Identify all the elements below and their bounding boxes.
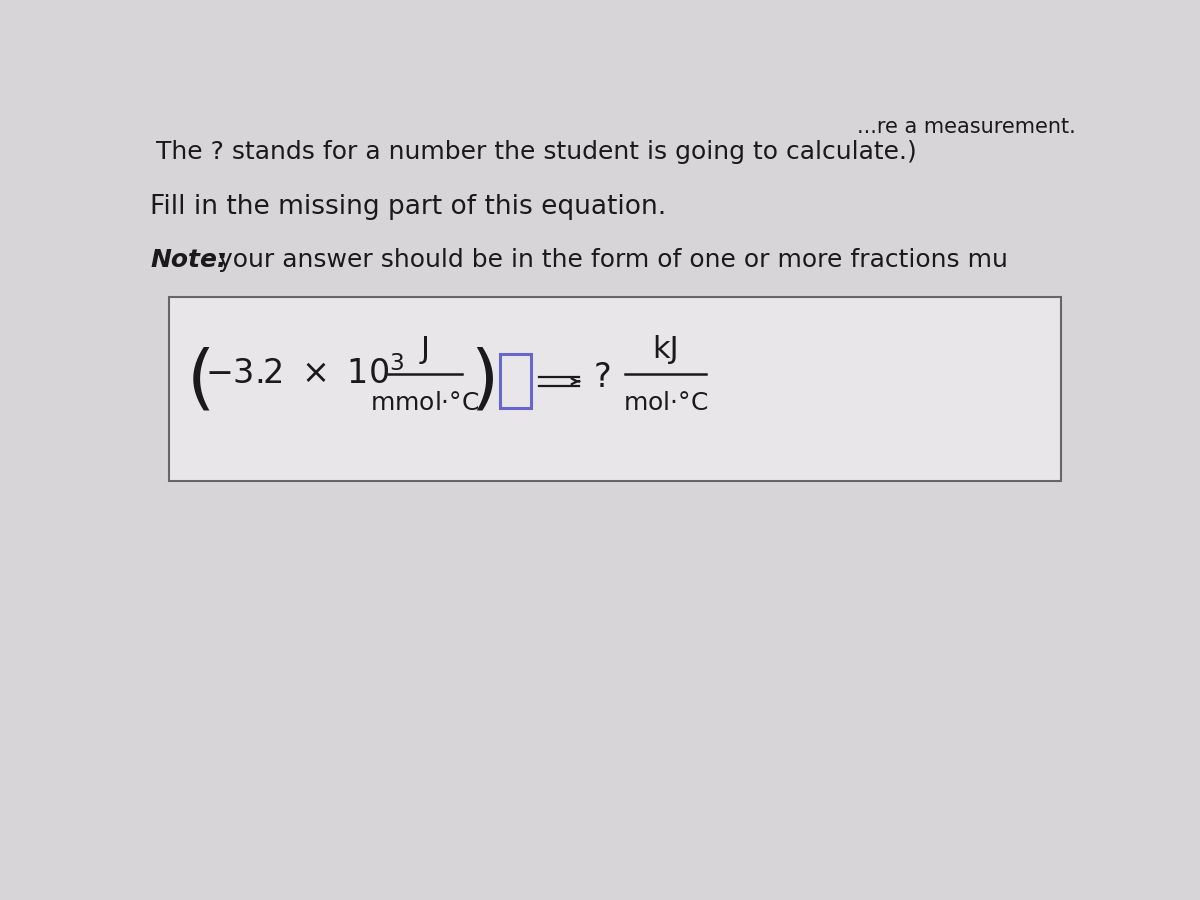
Text: $-3.2\ \times\ 10^{3}$: $-3.2\ \times\ 10^{3}$ — [205, 356, 404, 392]
Text: The ? stands for a number the student is going to calculate.): The ? stands for a number the student is… — [156, 140, 917, 165]
Text: your answer should be in the form of one or more fractions mu: your answer should be in the form of one… — [210, 248, 1008, 272]
Text: Note:: Note: — [150, 248, 227, 272]
FancyBboxPatch shape — [169, 297, 1061, 482]
Text: $)$: $)$ — [469, 346, 493, 416]
Text: mmol$\cdot$°C: mmol$\cdot$°C — [371, 391, 480, 415]
Text: ?: ? — [593, 361, 611, 394]
Text: Fill in the missing part of this equation.: Fill in the missing part of this equatio… — [150, 194, 666, 220]
Text: ...re a measurement.: ...re a measurement. — [857, 117, 1076, 137]
Text: kJ: kJ — [652, 335, 679, 364]
Text: $($: $($ — [186, 346, 210, 416]
Text: mol$\cdot$°C: mol$\cdot$°C — [623, 391, 708, 415]
Text: J: J — [421, 335, 430, 364]
